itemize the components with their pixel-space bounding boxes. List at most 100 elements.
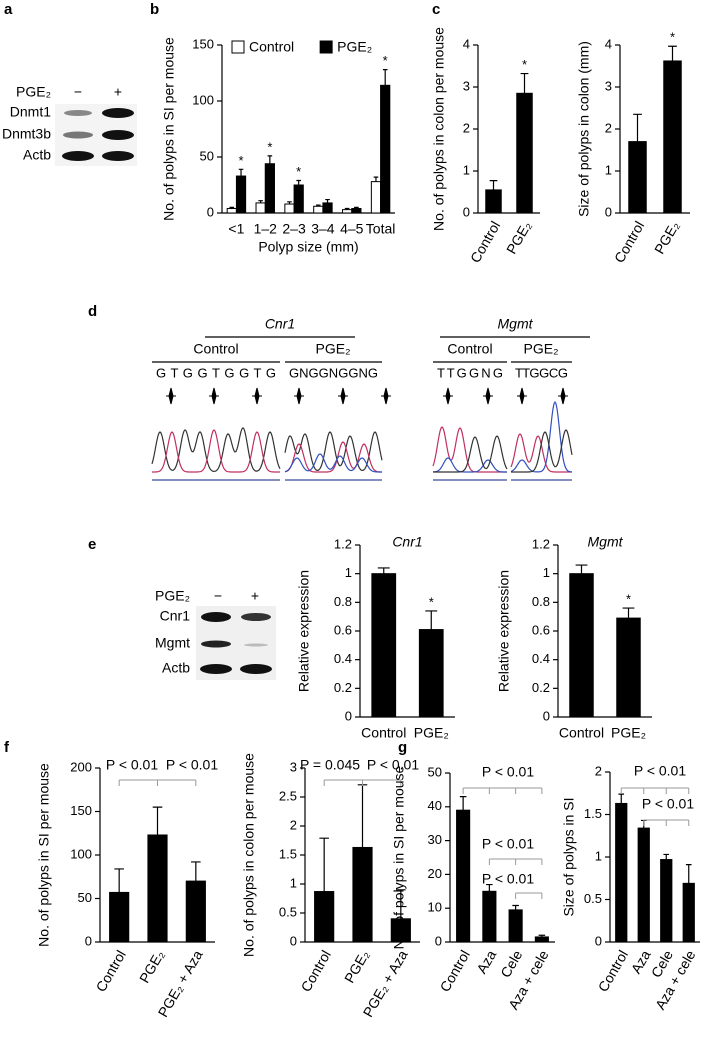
y-tick-label: 0: [595, 933, 602, 948]
trace: [433, 457, 507, 473]
blot-lane: +: [251, 588, 259, 604]
band: [241, 613, 271, 621]
error-bar: [319, 837, 329, 892]
bar: [380, 84, 391, 214]
band: [102, 151, 134, 161]
y-tick-label: 0.6: [532, 622, 550, 637]
bracket: [643, 819, 690, 826]
position-markers: [166, 387, 568, 405]
bar: [226, 208, 237, 214]
band: [62, 151, 94, 161]
significance-star: *: [267, 139, 272, 154]
y-axis-label: No. of polyps in SI per mouse: [161, 37, 177, 221]
y-tick-label: 30: [428, 832, 442, 847]
bar: [660, 859, 673, 943]
bar: [456, 809, 471, 943]
significance-star: *: [296, 164, 301, 179]
legend-label: PGE₂: [337, 39, 372, 55]
bar: [322, 202, 333, 214]
trace: [432, 426, 507, 473]
panel-label: a: [4, 1, 13, 18]
x-tick-label: PGE₂: [611, 725, 646, 741]
annotation: P < 0.01: [482, 871, 535, 887]
chart-title: Cnr1: [392, 534, 422, 550]
y-tick-label: 1: [543, 565, 550, 580]
significance-star: *: [238, 153, 243, 168]
legend-label: Control: [249, 39, 294, 55]
significance-star: *: [626, 592, 631, 607]
error-bar: [325, 198, 330, 203]
x-tick-label: PGE₂: [651, 218, 682, 256]
bar: [663, 60, 682, 214]
error-bar: [296, 179, 302, 185]
y-tick-label: 0: [543, 708, 550, 723]
y-tick-label: 4: [463, 36, 470, 51]
panel-label: b: [150, 1, 159, 18]
annotation: P < 0.01: [482, 836, 535, 852]
y-tick-label: 0: [435, 933, 442, 948]
error-bar: [538, 934, 546, 937]
band: [63, 131, 93, 139]
gene-name: Mgmt: [498, 316, 534, 332]
error-bar: [354, 206, 359, 209]
y-tick-label: 0.8: [334, 594, 352, 609]
legend-swatch: [319, 40, 333, 54]
error-bar: [489, 180, 498, 190]
error-bar: [618, 793, 625, 804]
x-tick-label: 1–2: [254, 221, 278, 237]
panel-label: d: [88, 303, 97, 320]
x-tick-label: PGE₂: [503, 218, 534, 256]
blot-protein: Mgmt: [155, 635, 190, 651]
bar: [313, 205, 324, 214]
y-tick-label: 4: [605, 36, 612, 51]
error-bar: [459, 796, 467, 811]
y-tick-label: 0.4: [334, 651, 352, 666]
annotation: P < 0.01: [482, 764, 535, 780]
x-tick-label: Control: [595, 947, 631, 994]
y-tick-label: 50: [428, 764, 442, 779]
marker-star: [294, 387, 304, 405]
blot-protein: Dnmt3b: [2, 126, 51, 142]
y-tick-label: 100: [70, 846, 92, 861]
annotation: P < 0.01: [106, 757, 159, 773]
band: [240, 664, 272, 674]
band: [102, 108, 134, 118]
band: [200, 664, 232, 674]
x-tick-label: 3–4: [311, 221, 335, 237]
y-tick-label: 1: [290, 875, 297, 890]
error-bar: [315, 204, 321, 207]
y-axis-label: Relative expression: [496, 570, 512, 692]
y-tick-label: 0: [463, 204, 470, 219]
y-tick-label: 0.5: [584, 891, 602, 906]
bar: [637, 827, 650, 943]
bar: [351, 208, 362, 214]
significance-star: *: [670, 30, 675, 45]
bracket: [323, 779, 363, 786]
annotation: P = 0.045: [300, 757, 360, 773]
error-bar: [267, 155, 273, 164]
bracket: [462, 787, 543, 794]
group-name: PGE₂: [524, 341, 559, 357]
y-tick-label: 50: [78, 890, 92, 905]
marker-star: [209, 387, 219, 405]
error-bar: [575, 564, 588, 574]
error-bar: [520, 72, 529, 94]
bar: [342, 209, 353, 214]
blot-protein: Actb: [23, 147, 51, 163]
error-bar: [258, 200, 263, 203]
bar: [352, 846, 373, 943]
y-tick-label: 2: [463, 120, 470, 135]
error-bar: [486, 883, 493, 892]
y-tick-label: 0.8: [532, 594, 550, 609]
y-tick-label: 0.5: [279, 904, 297, 919]
bar: [314, 891, 335, 943]
bar: [508, 909, 523, 943]
marker-star: [517, 387, 527, 405]
blot-treatment: PGE₂: [16, 84, 51, 100]
x-axis-label: Polyp size (mm): [258, 239, 358, 255]
y-tick-label: 1: [345, 565, 352, 580]
y-tick-label: 0: [207, 204, 214, 219]
error-bar: [633, 113, 642, 142]
bar: [371, 573, 397, 718]
bar: [485, 189, 502, 214]
